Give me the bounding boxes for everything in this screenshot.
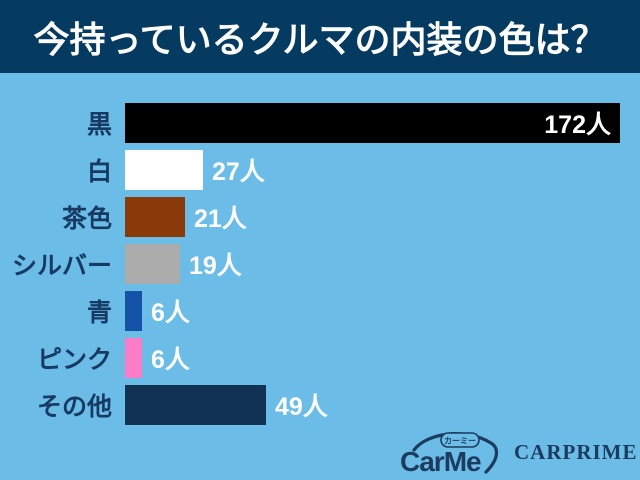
bar-value-label: 6人 xyxy=(151,345,190,374)
chart-row: ピンク 6人 xyxy=(0,334,640,381)
carme-logo: CarMe カーミー xyxy=(400,432,498,477)
chart-row: シルバー 19人 xyxy=(0,240,640,287)
bar-category-label: 黒 xyxy=(86,110,112,139)
chart-row: その他 49人 xyxy=(0,381,640,428)
bar xyxy=(125,149,203,190)
bar-category-label: 青 xyxy=(86,298,112,327)
carme-swoosh-icon xyxy=(412,432,498,474)
bar xyxy=(125,384,266,425)
bar-value-label: 172人 xyxy=(544,110,611,139)
bar-category-label: シルバー xyxy=(11,251,112,280)
bar xyxy=(125,243,180,284)
page-title: 今持っているクルマの内装の色は？ xyxy=(33,18,607,60)
bar xyxy=(125,337,142,378)
bar-value-label: 27人 xyxy=(212,157,265,186)
bar xyxy=(125,196,185,237)
bar-category-label: ピンク xyxy=(36,345,112,374)
bar xyxy=(125,290,142,331)
bar: 172人 xyxy=(125,102,620,143)
carme-badge xyxy=(440,432,480,448)
chart-row: 茶色 21人 xyxy=(0,193,640,240)
bar-category-label: その他 xyxy=(36,392,112,421)
bar-category-label: 茶色 xyxy=(61,204,112,233)
carprime-wordmark: CARPRIME xyxy=(514,440,638,464)
bar-value-label: 49人 xyxy=(275,392,328,421)
footer-logos: CarMe カーミー CARPRIME xyxy=(0,426,640,480)
bar-chart: 黒 172人白 27人 茶色 21人 シルバー 19人青 6人 ピンク 6人 その他 49人 xyxy=(0,99,640,429)
bar-value-label: 6人 xyxy=(151,298,190,327)
carme-badge-label: カーミー xyxy=(444,437,476,446)
bar-category-label: 白 xyxy=(86,157,112,186)
chart-row: 青 6人 xyxy=(0,287,640,334)
bar-value-label: 21人 xyxy=(194,204,247,233)
carme-wordmark: CarMe xyxy=(400,446,481,477)
header-banner: 今持っているクルマの内装の色は？ xyxy=(0,0,640,73)
chart-row: 黒 172人 xyxy=(0,99,640,146)
chart-row: 白 27人 xyxy=(0,146,640,193)
bar-value-label: 19人 xyxy=(189,251,242,280)
